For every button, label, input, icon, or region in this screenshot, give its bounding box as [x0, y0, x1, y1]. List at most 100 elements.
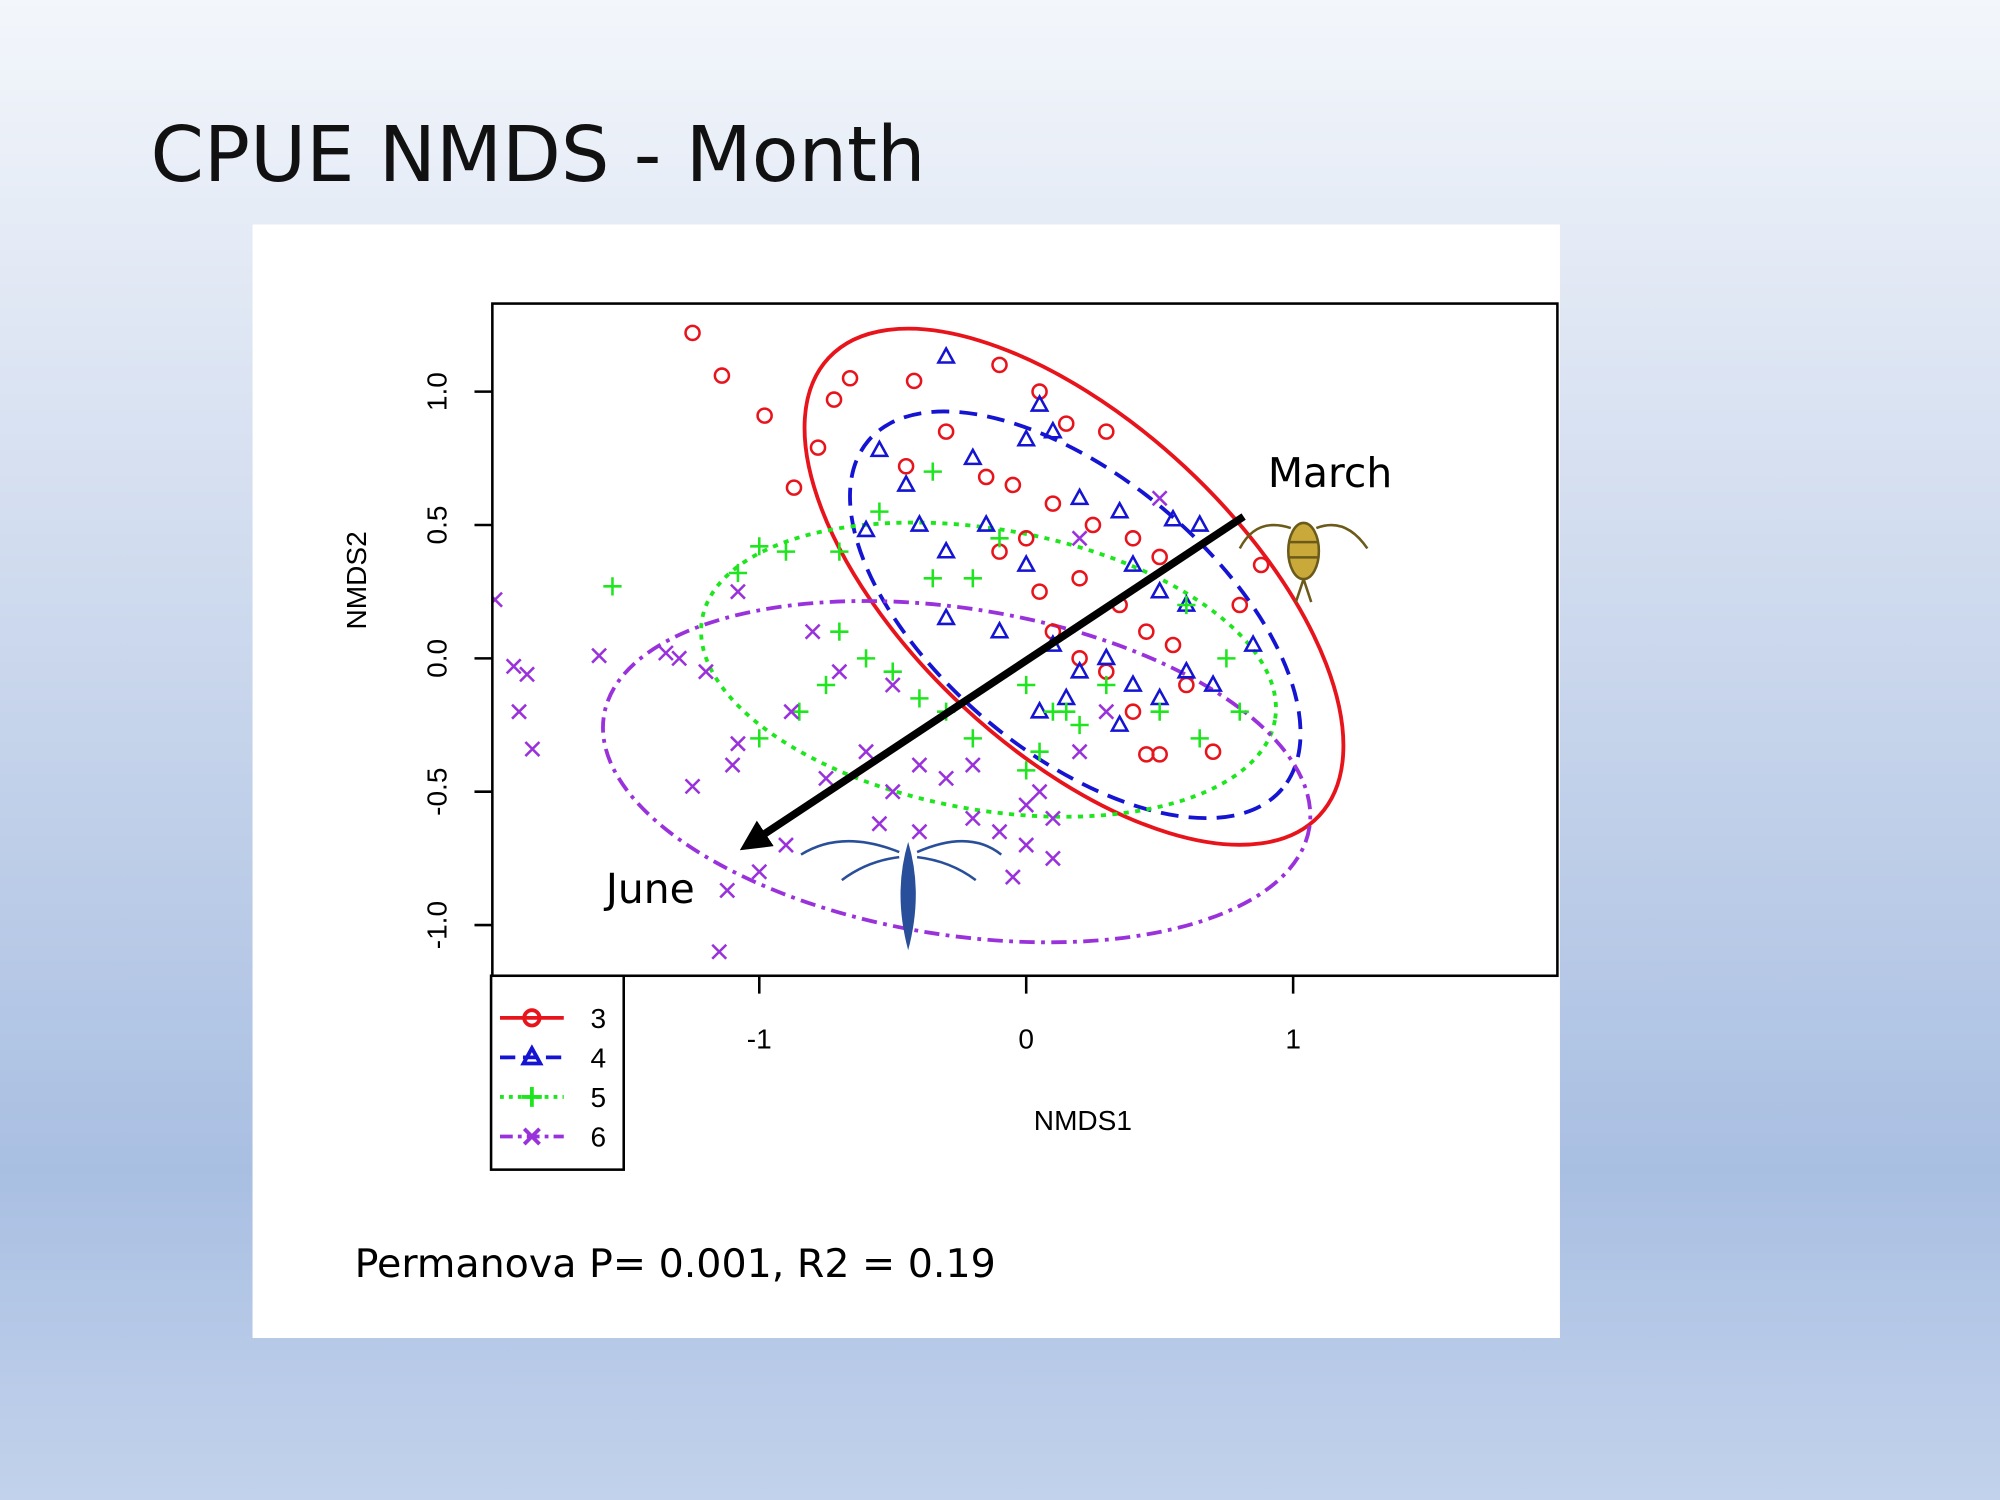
ellipse [601, 599, 1313, 945]
copepod-icon [1238, 521, 1369, 603]
point [1018, 837, 1035, 853]
point [1017, 761, 1036, 780]
point [1097, 663, 1115, 680]
point [1097, 423, 1115, 440]
point [1044, 850, 1061, 867]
point [751, 863, 768, 880]
point [1043, 420, 1063, 439]
point [1231, 596, 1249, 614]
point [1204, 743, 1222, 760]
point [1044, 810, 1061, 827]
point [1109, 713, 1130, 732]
point [1252, 556, 1270, 574]
chart-panel [252, 224, 1560, 1339]
point [1071, 650, 1088, 667]
point [724, 757, 741, 773]
point [1016, 553, 1037, 572]
annotation: Permanova P= 0.001, R2 = 0.19 [355, 1241, 996, 1287]
point [804, 623, 821, 640]
x-tick-label: 1 [1285, 1023, 1301, 1054]
point [1138, 746, 1155, 763]
y-tick-label: 0.0 [421, 639, 452, 678]
point [989, 620, 1010, 639]
x-axis-label: NMDS1 [1034, 1105, 1132, 1136]
point [519, 666, 535, 683]
point [936, 540, 957, 559]
point [841, 369, 859, 387]
point [1084, 516, 1102, 534]
point [976, 513, 997, 532]
point [711, 943, 728, 960]
point [1097, 675, 1116, 695]
point [964, 810, 981, 827]
point [1164, 636, 1182, 654]
point [1071, 530, 1088, 547]
point [1190, 729, 1209, 748]
point [977, 468, 995, 486]
point [730, 735, 746, 752]
point [809, 439, 827, 456]
point [991, 543, 1008, 560]
point [1217, 649, 1236, 668]
legend: 3 4 5 6 [489, 974, 625, 1171]
point [1151, 746, 1168, 763]
point [883, 662, 902, 681]
point [1057, 702, 1076, 721]
point [1057, 415, 1075, 432]
point [785, 479, 803, 496]
point [713, 367, 731, 384]
trend-arrow [739, 513, 1246, 851]
point [1044, 495, 1062, 512]
point [963, 569, 982, 588]
point [1016, 428, 1037, 447]
point [990, 529, 1009, 548]
point [1178, 676, 1195, 694]
point [776, 542, 796, 561]
legend-marker [520, 1044, 544, 1066]
point [991, 823, 1008, 840]
point [1138, 623, 1155, 640]
point [938, 770, 955, 787]
point [1098, 703, 1115, 720]
point [671, 650, 688, 667]
point [783, 703, 800, 720]
point [728, 563, 748, 583]
point [937, 423, 955, 440]
point [1017, 530, 1035, 547]
point [1029, 700, 1050, 719]
point [1044, 623, 1062, 640]
point [1069, 660, 1090, 679]
legend-marker [521, 1086, 542, 1107]
legend-label: 4 [591, 1043, 607, 1074]
point [1004, 869, 1021, 885]
point [831, 663, 848, 680]
point [1123, 553, 1143, 572]
point [750, 729, 769, 748]
point [1096, 647, 1117, 666]
point [1004, 476, 1022, 494]
point [1017, 675, 1036, 695]
point [869, 439, 890, 458]
slide-title: CPUE NMDS - Month [151, 111, 926, 200]
x-tick-label: -1 [747, 1023, 772, 1054]
legend-label: 6 [591, 1122, 607, 1153]
y-axis-label: NMDS2 [341, 531, 372, 629]
point [830, 622, 849, 641]
ellipse [699, 520, 1278, 819]
point [1149, 580, 1170, 599]
ellipse [848, 409, 1303, 821]
point [871, 815, 888, 832]
point [870, 502, 889, 521]
point [1069, 487, 1090, 506]
point [1124, 703, 1142, 720]
point [856, 519, 876, 538]
point [923, 462, 942, 481]
point [1243, 633, 1263, 652]
point [830, 542, 849, 561]
point [1189, 513, 1210, 532]
point [884, 677, 901, 693]
point [816, 675, 836, 695]
point [923, 569, 942, 588]
